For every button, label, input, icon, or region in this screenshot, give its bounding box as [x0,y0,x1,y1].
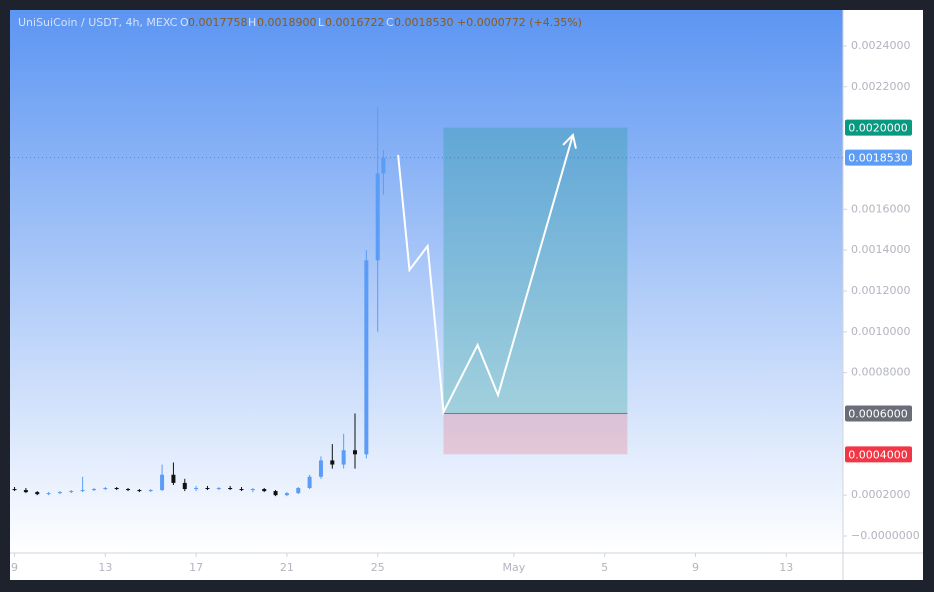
key: H [248,16,256,29]
x-tick-label: 5 [601,561,608,574]
x-tick-label: 13 [779,561,793,574]
candle-body [318,460,323,477]
candle-body [307,476,312,489]
candle-body [296,488,301,494]
x-tick-label: 21 [280,561,294,574]
plot-area [10,10,843,553]
candle-body [364,260,369,455]
price-badge [845,149,912,166]
candle-body [160,474,165,491]
candle-body [182,482,187,490]
candle-body [171,474,176,483]
y-tick-label: 0.0016000 [851,202,911,215]
y-tick-label: 0.0022000 [851,80,911,93]
candle-body [381,157,386,174]
x-tick-label: 17 [189,561,203,574]
value: 0.0018900 [257,16,317,29]
x-tick-label: 9 [692,561,699,574]
y-tick-label: 0.0008000 [851,366,911,379]
header: UniSuiCoin / USDT, 4h, MEXC O 0.0017758 … [18,16,582,29]
x-tick-label: 25 [371,561,385,574]
candle-body [353,450,358,455]
candle-body [91,489,96,491]
symbol: UniSuiCoin / USDT, 4h, MEXC [18,16,178,29]
price-badge [845,446,912,463]
candle-body [216,488,221,490]
candle-body [126,489,131,491]
price-badge-label: 0.0018530 [848,152,908,165]
change: +0.0000772 (+4.35%) [457,16,582,29]
x-tick-label: 9 [11,561,18,574]
price-badge-label: 0.0004000 [848,448,908,461]
price-badge-label: 0.0020000 [848,122,908,135]
y-tick-label: −0.0000000 [851,529,920,542]
y-tick-label: 0.0002000 [851,488,911,501]
y-tick-label: 0.0010000 [851,325,911,338]
value: 0.0018530 [394,16,454,29]
price-badge [845,405,912,422]
projection-line [397,134,574,416]
candle-body [69,491,74,493]
candle-body [228,488,233,490]
price-badge-label: 0.0006000 [848,407,908,420]
key: C [386,16,394,29]
candle-body [57,492,62,494]
candle-body [114,488,119,490]
candle-body [103,488,108,490]
value: 0.0016722 [325,16,385,29]
y-tick-label: 0.0012000 [851,284,911,297]
candle-body [330,460,335,465]
candle-body [46,493,51,495]
y-tick-label: 0.0024000 [851,39,911,52]
candle-body [35,492,40,495]
x-tick-label: May [503,561,526,574]
value: 0.0017758 [188,16,248,29]
candle-body [375,173,380,261]
candle-body [341,450,346,465]
x-tick-label: 13 [98,561,112,574]
key: L [318,16,325,29]
candle-body [239,489,244,491]
candle-body [284,493,289,496]
price-badge [845,119,912,136]
arrow-head [562,132,577,149]
y-tick-label: 0.0014000 [851,243,911,256]
candle-body [12,489,17,491]
candle-body [23,490,28,493]
candle-body [273,491,278,496]
profit-zone [443,127,628,414]
key: O [180,16,189,29]
candle-body [262,489,267,492]
candle-body [205,488,210,490]
candle-body [148,490,153,492]
candle-body [80,490,85,492]
candle-body [250,489,255,491]
candle-body [137,490,142,492]
loss-zone [443,413,628,455]
candle-body [194,488,199,490]
